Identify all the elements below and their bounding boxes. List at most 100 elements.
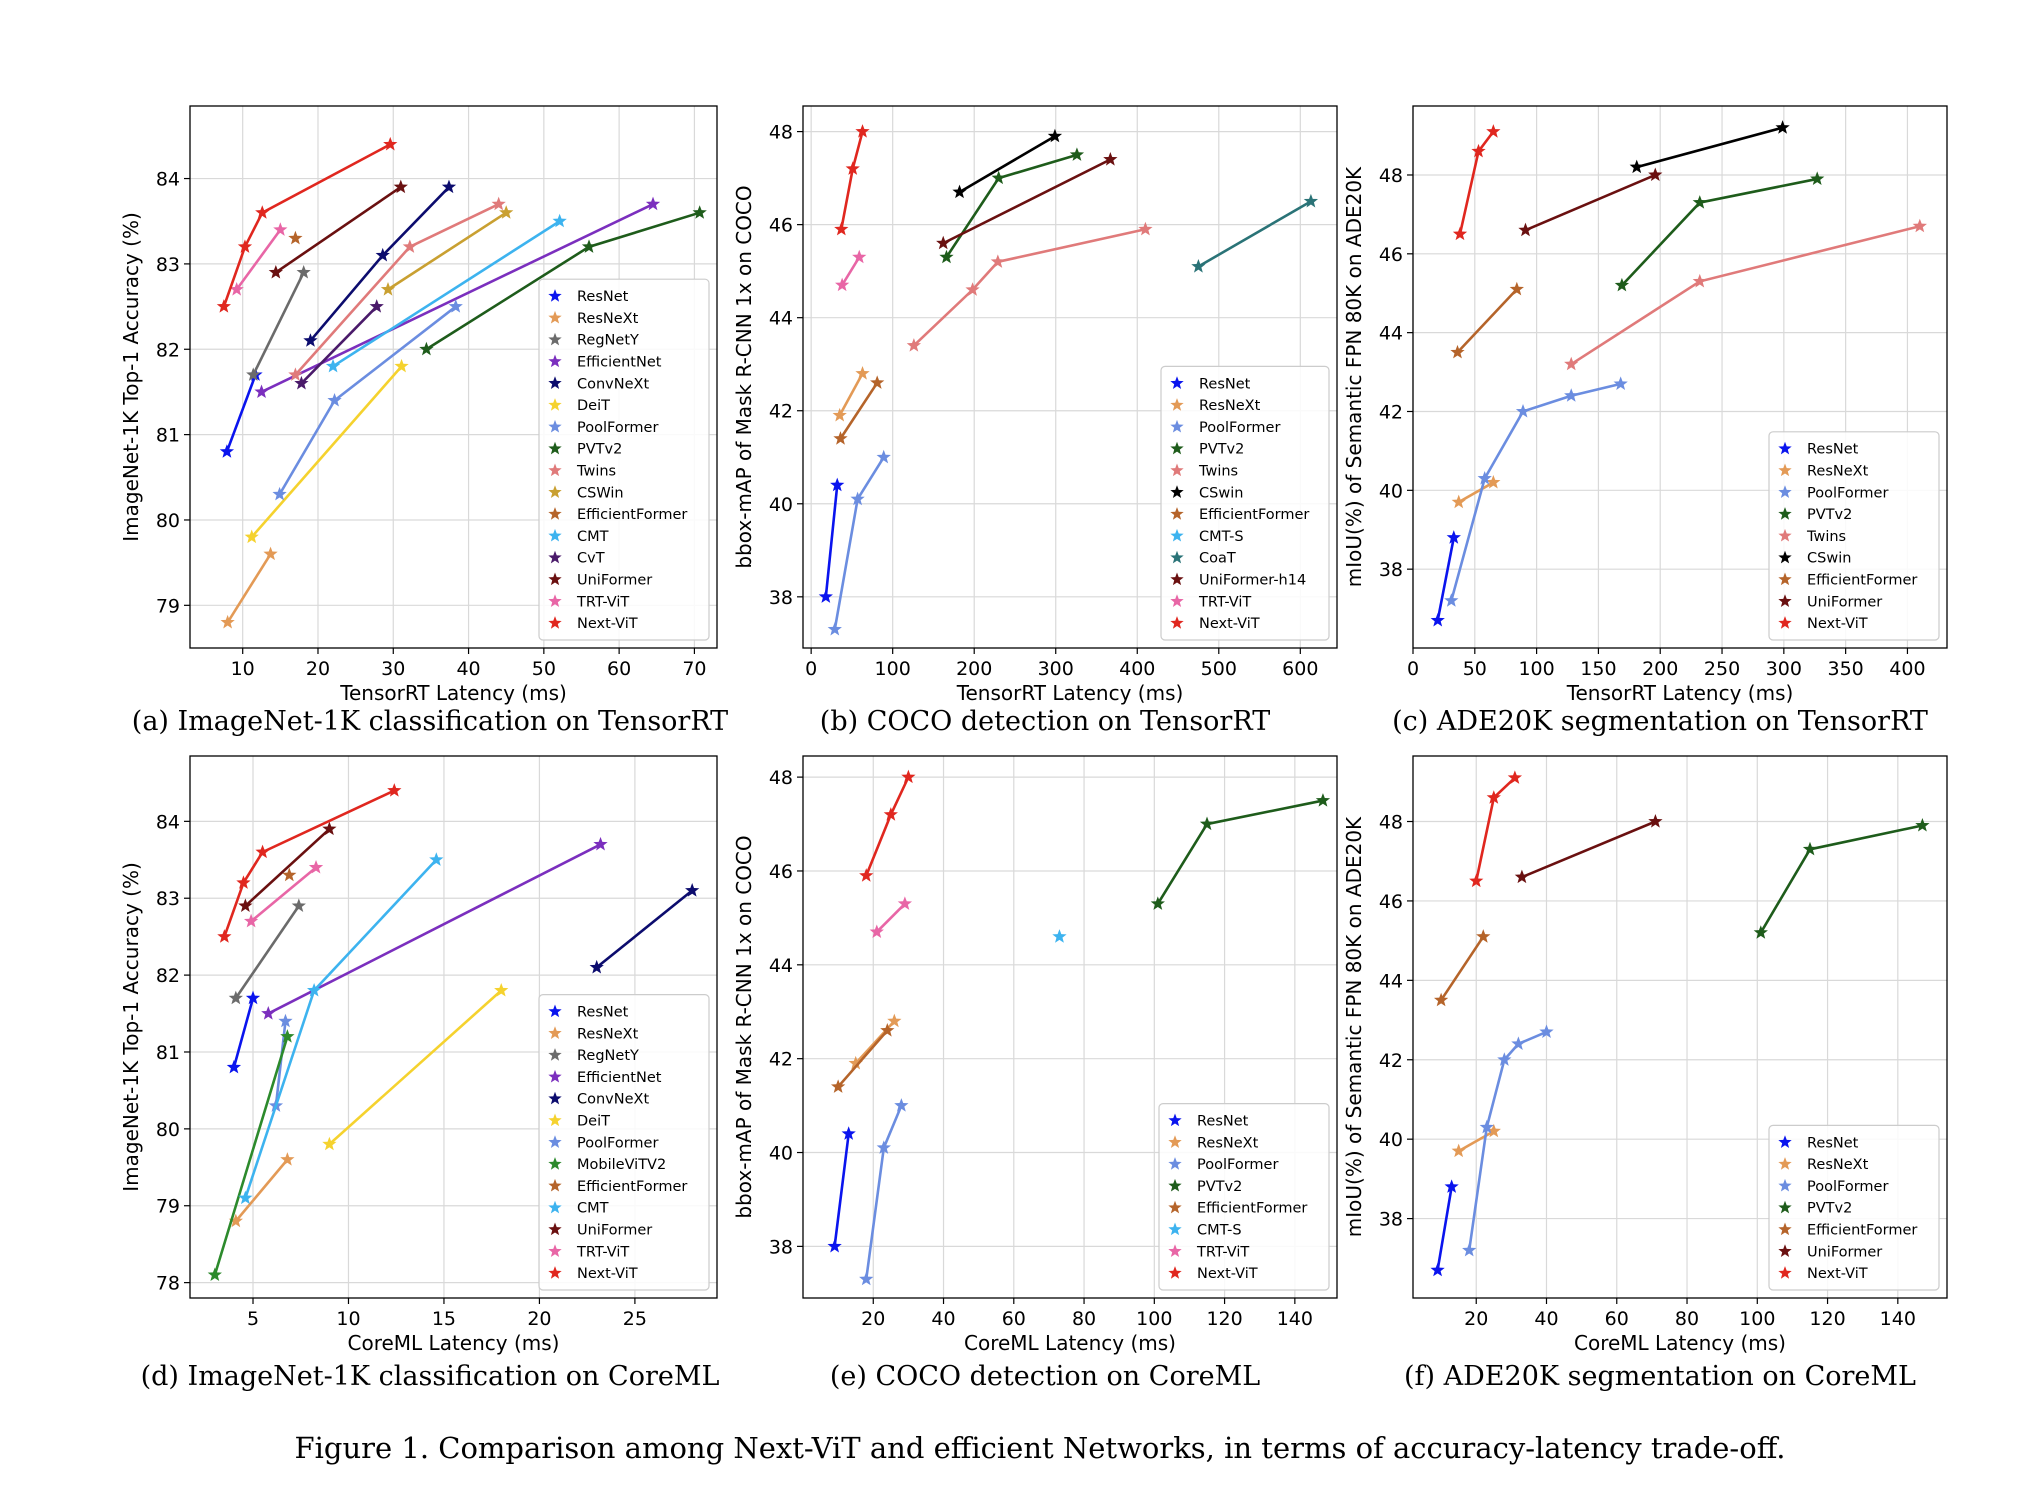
data-point-pvtv2 bbox=[939, 249, 954, 264]
chart-panel-a: 10 20 30 40 50 60 70 79 80 81 82 83 84 TensorRT Laten… bbox=[119, 105, 728, 737]
legend-marker bbox=[1170, 572, 1184, 586]
legend-label: EfficientFormer bbox=[1197, 1201, 1307, 1217]
data-point-pvtv2 bbox=[692, 205, 707, 219]
legend-label: PoolFormer bbox=[577, 420, 658, 436]
data-point-uniformer bbox=[238, 898, 253, 912]
legend-label: ResNeXt bbox=[1199, 398, 1261, 414]
data-point-uniformer bbox=[322, 821, 337, 836]
data-point-uniformer-h14 bbox=[1103, 152, 1118, 166]
data-point-mobilevitv2 bbox=[207, 1267, 222, 1281]
data-point-mobilevitv2 bbox=[280, 1029, 295, 1043]
data-point-twins bbox=[906, 338, 922, 352]
legend-marker bbox=[548, 419, 562, 433]
legend-label: PoolFormer bbox=[577, 1135, 658, 1151]
series-line-resnet bbox=[1436, 1186, 1453, 1271]
data-point-trt-vit bbox=[869, 924, 884, 939]
series-efficientformer bbox=[282, 867, 297, 882]
legend-label: Twins bbox=[576, 464, 616, 480]
series-line-resnet bbox=[225, 374, 257, 453]
legend-label: TRT-ViT bbox=[1198, 594, 1251, 610]
legend-marker bbox=[548, 1157, 562, 1170]
data-point-uniformer bbox=[1518, 222, 1533, 237]
data-point-trt-vit bbox=[308, 859, 324, 874]
legend-item-coat: CoaT bbox=[1170, 550, 1236, 567]
legend-marker bbox=[548, 332, 562, 346]
legend-label: UniFormer bbox=[577, 1223, 652, 1239]
data-point-next-vit bbox=[236, 875, 251, 889]
series-line-cvt bbox=[300, 305, 378, 385]
series-cmt-s bbox=[1052, 929, 1067, 943]
x-tick-label: 200 bbox=[1642, 658, 1678, 680]
series-line-resnext bbox=[1458, 481, 1494, 504]
data-point-regnety bbox=[228, 990, 243, 1005]
legend-marker bbox=[1170, 528, 1184, 542]
legend-label: RegNetY bbox=[577, 1048, 639, 1064]
legend-label: PVTv2 bbox=[1807, 1201, 1852, 1217]
legend-label: MobileViTV2 bbox=[577, 1157, 666, 1173]
data-point-uniformer bbox=[1648, 167, 1663, 182]
legend-label: CSwin bbox=[1199, 485, 1243, 501]
series-line-next-vit bbox=[223, 789, 395, 938]
series-resnext bbox=[848, 1013, 902, 1070]
series-line-cswin bbox=[1636, 126, 1783, 169]
legend-item-cvt: CvT bbox=[548, 550, 605, 567]
legend: ResNet ResNeXt PoolFormer PVTv2 Twins CSwin Ef… bbox=[1160, 365, 1330, 641]
series-twins bbox=[288, 196, 506, 381]
legend-marker bbox=[548, 550, 562, 564]
legend-item-uniformer: UniFormer bbox=[1778, 594, 1882, 610]
legend-item-trt-vit: TRT-ViT bbox=[548, 594, 629, 610]
legend-label: PoolFormer bbox=[1807, 485, 1888, 501]
legend-marker bbox=[548, 1200, 562, 1214]
legend-marker bbox=[1170, 376, 1184, 389]
series-line-next-vit bbox=[1458, 130, 1495, 235]
data-point-poolformer bbox=[1477, 471, 1492, 485]
series-pvtv2 bbox=[1150, 793, 1331, 910]
series-pvtv2 bbox=[419, 205, 707, 356]
legend-marker bbox=[1170, 507, 1184, 520]
series-poolformer bbox=[859, 1098, 909, 1286]
legend-item-poolformer: PoolFormer bbox=[548, 419, 658, 436]
legend-item-poolformer: PoolFormer bbox=[548, 1135, 658, 1151]
x-tick-label: 70 bbox=[682, 658, 706, 680]
series-trt-vit bbox=[243, 859, 324, 928]
data-point-resnet bbox=[1430, 1262, 1445, 1277]
x-tick-label: 300 bbox=[1038, 658, 1074, 680]
y-tick-label: 83 bbox=[156, 888, 180, 910]
legend-marker bbox=[548, 398, 562, 411]
legend-label: TRT-ViT bbox=[1196, 1244, 1249, 1260]
data-point-twins bbox=[491, 196, 506, 211]
y-tick-label: 46 bbox=[1379, 891, 1403, 913]
legend-item-cmt: CMT bbox=[548, 1200, 609, 1217]
series-line-poolformer bbox=[278, 305, 457, 496]
data-point-convnext bbox=[685, 883, 700, 897]
legend-item-resnext: ResNeXt bbox=[1170, 398, 1261, 414]
x-axis-label: CoreML Latency (ms) bbox=[348, 1331, 560, 1355]
legend-marker bbox=[548, 310, 562, 324]
legend-item-efficientformer: EfficientFormer bbox=[1778, 1222, 1917, 1239]
legend-label: EfficientFormer bbox=[1807, 573, 1917, 589]
legend-label: PoolFormer bbox=[1197, 1157, 1278, 1173]
legend-item-uniformer-h14: UniFormer-h14 bbox=[1170, 572, 1306, 589]
series-cmt bbox=[325, 213, 567, 373]
series-line-uniformer bbox=[275, 186, 402, 274]
legend-label: ResNet bbox=[577, 1005, 629, 1021]
series-twins bbox=[1564, 218, 1927, 371]
legend-label: Twins bbox=[1198, 464, 1238, 480]
y-tick-label: 46 bbox=[769, 215, 793, 237]
data-point-resnext bbox=[855, 366, 870, 380]
legend-label: Next-ViT bbox=[577, 616, 638, 632]
legend-label: ResNet bbox=[1807, 1135, 1859, 1151]
data-point-twins bbox=[402, 239, 417, 253]
data-point-cmt bbox=[429, 852, 444, 866]
data-point-pvtv2 bbox=[1614, 277, 1630, 292]
x-tick-label: 20 bbox=[527, 1308, 551, 1330]
legend-marker bbox=[548, 572, 562, 586]
data-point-trt-vit bbox=[897, 896, 913, 910]
data-point-uniformer-h14 bbox=[936, 235, 951, 250]
series-efficientnet bbox=[254, 196, 661, 398]
legend-label: DeiT bbox=[577, 1114, 610, 1130]
series-resnext bbox=[220, 546, 278, 629]
data-point-deit bbox=[494, 982, 509, 997]
data-point-trt-vit bbox=[243, 913, 259, 928]
legend-label: ResNeXt bbox=[1807, 1157, 1869, 1173]
